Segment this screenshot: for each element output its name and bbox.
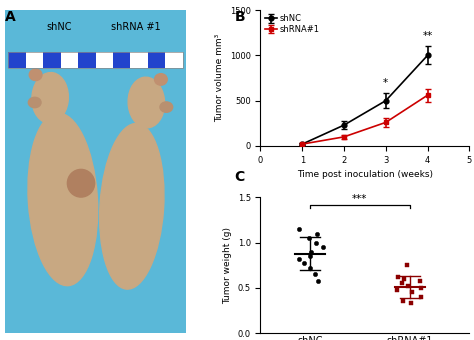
Ellipse shape	[29, 69, 42, 81]
Ellipse shape	[32, 72, 68, 123]
Point	[314, 278, 322, 284]
Y-axis label: Tumor weight (g): Tumor weight (g)	[223, 227, 232, 304]
Text: **: **	[422, 31, 433, 41]
Text: *: *	[383, 79, 388, 88]
Ellipse shape	[155, 74, 167, 85]
Point	[306, 254, 314, 259]
Point	[295, 226, 303, 232]
Point	[314, 231, 321, 236]
Point	[399, 281, 406, 286]
Ellipse shape	[28, 97, 41, 108]
Point	[311, 272, 319, 277]
Ellipse shape	[67, 169, 95, 197]
Point	[319, 244, 326, 250]
Text: ***: ***	[352, 194, 367, 204]
Bar	[113, 52, 130, 68]
Text: B: B	[235, 10, 245, 24]
Ellipse shape	[28, 113, 98, 286]
Point	[417, 285, 425, 291]
Point	[312, 240, 320, 245]
Bar	[9, 52, 182, 68]
Bar	[43, 52, 61, 68]
Point	[418, 294, 425, 300]
Ellipse shape	[160, 102, 173, 112]
Bar	[61, 52, 78, 68]
Text: A: A	[5, 10, 16, 24]
Point	[401, 276, 408, 282]
Point	[305, 236, 312, 241]
Point	[405, 284, 412, 289]
Ellipse shape	[100, 123, 164, 289]
Point	[306, 265, 314, 271]
Point	[407, 301, 415, 306]
Bar	[26, 52, 43, 68]
Bar	[148, 52, 165, 68]
Ellipse shape	[128, 77, 164, 128]
X-axis label: Time post inoculation (weeks): Time post inoculation (weeks)	[297, 170, 433, 179]
Bar	[130, 52, 148, 68]
Point	[295, 256, 303, 262]
Point	[416, 278, 424, 284]
Bar	[96, 52, 113, 68]
Y-axis label: Tumor volume mm³: Tumor volume mm³	[215, 34, 224, 122]
Text: shNC: shNC	[46, 22, 72, 32]
Point	[409, 290, 416, 295]
Bar	[9, 52, 26, 68]
Text: C: C	[235, 170, 245, 184]
Bar	[78, 52, 96, 68]
Point	[394, 274, 402, 280]
Bar	[165, 52, 182, 68]
Text: shRNA #1: shRNA #1	[110, 22, 160, 32]
Point	[403, 262, 410, 268]
Point	[393, 287, 401, 292]
Point	[301, 260, 308, 265]
Point	[307, 249, 315, 255]
Legend: shNC, shRNA#1: shNC, shRNA#1	[264, 14, 319, 34]
Point	[399, 298, 406, 303]
